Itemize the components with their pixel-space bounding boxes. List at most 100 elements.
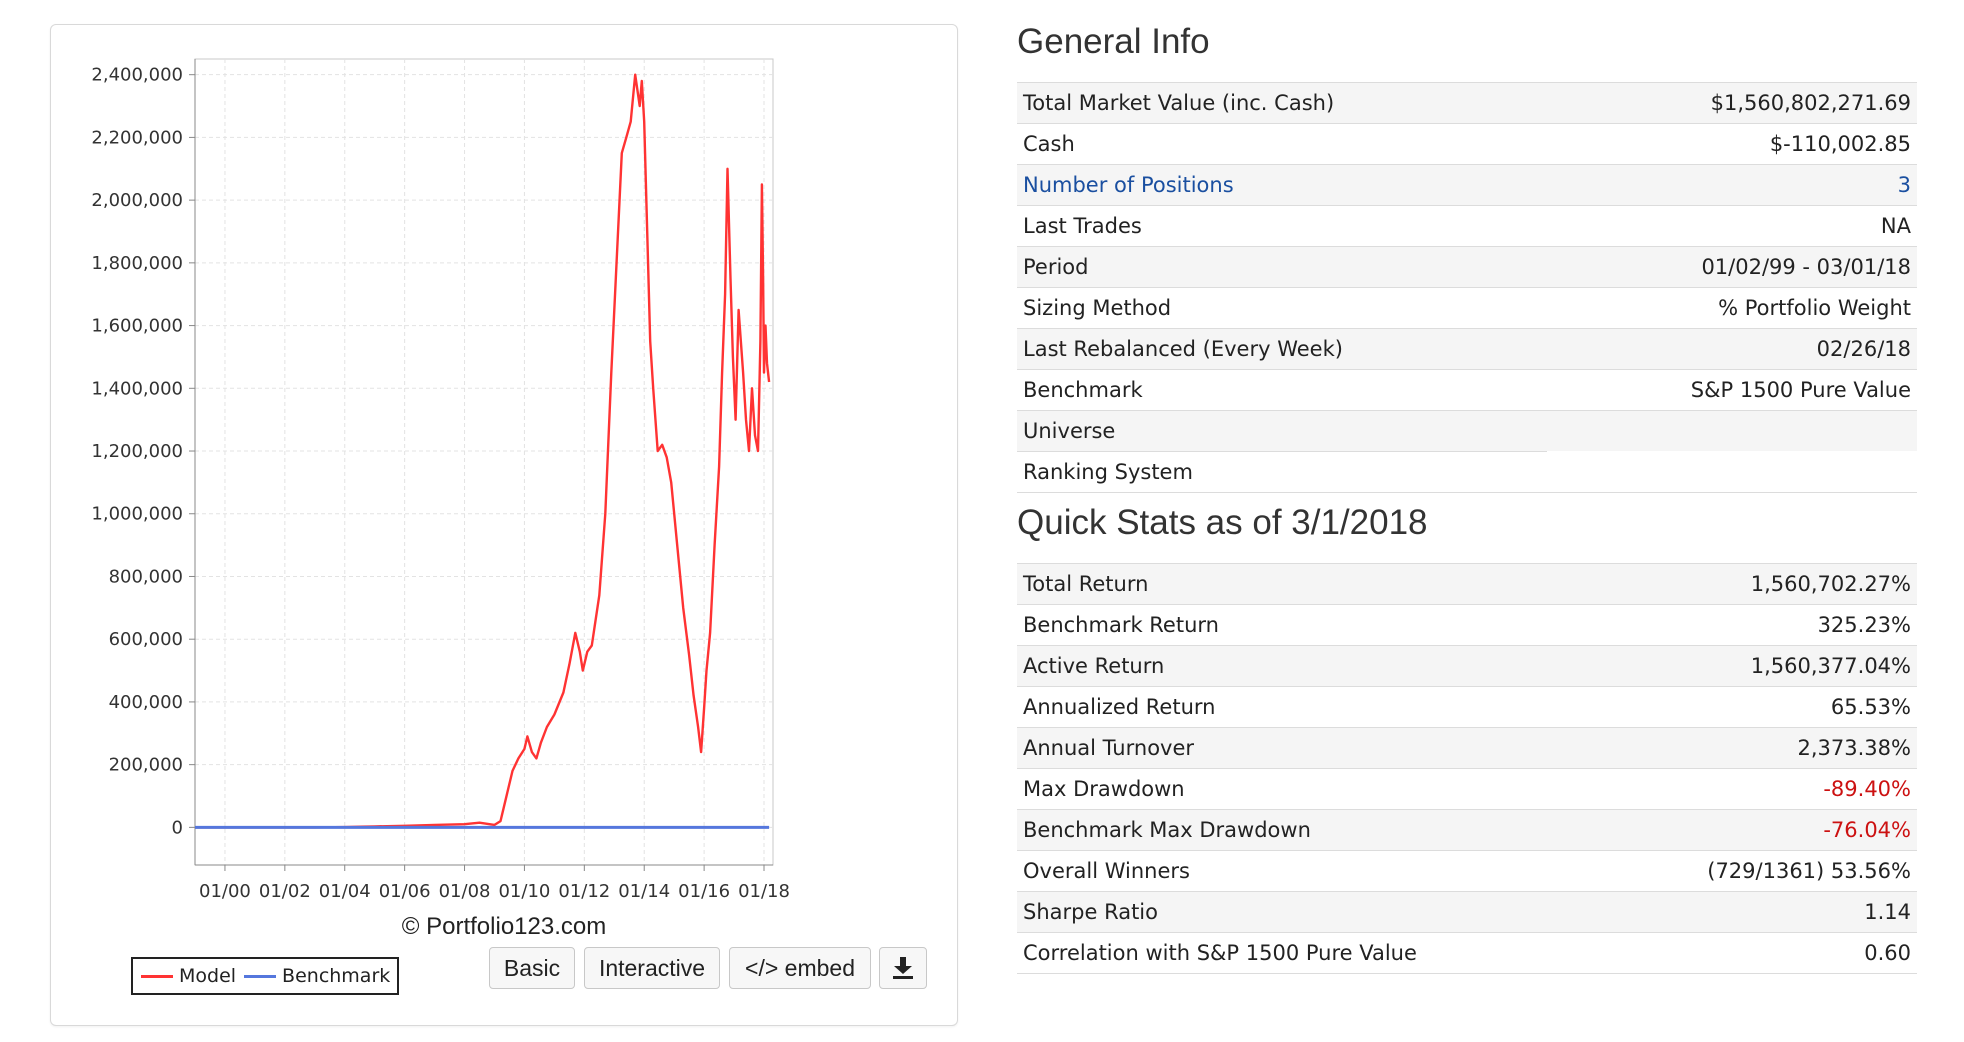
- row-value: 65.53%: [1604, 686, 1917, 728]
- general-info-title: General Info: [1017, 22, 1210, 61]
- table-row: Sharpe Ratio 1.14: [1017, 891, 1917, 933]
- y-axis: 2,400,000 2,200,000 2,000,000 1,800,000 1,60…: [91, 59, 196, 865]
- row-value: 325.23%: [1604, 604, 1917, 646]
- series-layer: [195, 73, 771, 829]
- series-line-model: [195, 73, 771, 829]
- interactive-button[interactable]: Interactive: [584, 947, 720, 989]
- row-label: Benchmark Max Drawdown: [1017, 809, 1605, 851]
- row-value: 2,373.38%: [1604, 727, 1917, 769]
- row-label: Sharpe Ratio: [1017, 891, 1605, 933]
- legend-label-benchmark: Benchmark: [282, 965, 391, 987]
- table-row: Overall Winners (729/1361) 53.56%: [1017, 850, 1917, 892]
- table-row: Total Market Value (inc. Cash) $1,560,80…: [1017, 82, 1917, 124]
- row-label: Correlation with S&P 1500 Pure Value: [1017, 932, 1605, 974]
- row-value: 02/26/18: [1546, 328, 1917, 370]
- number-of-positions-link[interactable]: Number of Positions: [1017, 164, 1547, 206]
- row-value: 1.14: [1604, 891, 1917, 933]
- y-tick-label: 1,000,000: [91, 504, 183, 525]
- y-tick-label: 1,400,000: [91, 378, 183, 399]
- table-row: Number of Positions 3: [1017, 164, 1917, 206]
- row-value: % Portfolio Weight: [1546, 287, 1917, 329]
- row-value: S&P 1500 Pure Value: [1546, 369, 1917, 411]
- table-row: Period 01/02/99 - 03/01/18: [1017, 246, 1917, 288]
- x-tick-label: 01/08: [439, 881, 491, 902]
- x-tick-label: 01/18: [738, 881, 790, 902]
- y-tick-label: 2,000,000: [91, 190, 183, 211]
- y-tick-label: 800,000: [109, 566, 183, 587]
- quick-stats-title: Quick Stats as of 3/1/2018: [1017, 503, 1428, 542]
- x-tick-label: 01/06: [379, 881, 431, 902]
- table-row: Correlation with S&P 1500 Pure Value 0.6…: [1017, 932, 1917, 974]
- chart-legend: Model Benchmark: [131, 957, 399, 995]
- row-label: Cash: [1017, 123, 1547, 165]
- row-label: Annualized Return: [1017, 686, 1605, 728]
- embed-button[interactable]: </> embed: [729, 947, 871, 989]
- legend-item-benchmark: Benchmark: [244, 965, 390, 987]
- download-button[interactable]: [879, 947, 927, 989]
- row-value: 1,560,702.27%: [1604, 563, 1917, 605]
- row-label: Total Market Value (inc. Cash): [1017, 82, 1547, 124]
- performance-chart: 2,400,000 2,200,000 2,000,000 1,800,000 1,60…: [91, 58, 790, 902]
- plot-area: [194, 58, 774, 866]
- table-row: Last Rebalanced (Every Week) 02/26/18: [1017, 328, 1917, 370]
- y-tick-label: 2,400,000: [91, 65, 183, 86]
- legend-item-model: Model: [141, 965, 236, 987]
- row-value: [1546, 451, 1917, 493]
- copyright-text: © Portfolio123.com: [401, 913, 607, 940]
- y-tick-label: 200,000: [109, 755, 183, 776]
- table-row: Benchmark S&P 1500 Pure Value: [1017, 369, 1917, 411]
- table-row: Annualized Return 65.53%: [1017, 686, 1917, 728]
- x-tick-label: 01/02: [259, 881, 311, 902]
- y-tick-label: 0: [172, 817, 183, 838]
- row-label: Max Drawdown: [1017, 768, 1605, 810]
- row-value: 1,560,377.04%: [1604, 645, 1917, 687]
- row-label: Annual Turnover: [1017, 727, 1605, 769]
- row-value: (729/1361) 53.56%: [1604, 850, 1917, 892]
- y-tick-label: 1,600,000: [91, 316, 183, 337]
- y-tick-label: 600,000: [109, 629, 183, 650]
- table-row: Sizing Method % Portfolio Weight: [1017, 287, 1917, 329]
- table-row: Benchmark Max Drawdown -76.04%: [1017, 809, 1917, 851]
- table-row: Annual Turnover 2,373.38%: [1017, 727, 1917, 769]
- legend-swatch-benchmark: [244, 974, 277, 978]
- row-label: Active Return: [1017, 645, 1605, 687]
- x-tick-label: 01/12: [558, 881, 610, 902]
- y-tick-label: 2,200,000: [91, 127, 183, 148]
- row-label: Overall Winners: [1017, 850, 1605, 892]
- basic-button[interactable]: Basic: [489, 947, 575, 989]
- legend-swatch-model: [141, 974, 173, 978]
- download-icon: [893, 957, 913, 979]
- row-label: Sizing Method: [1017, 287, 1547, 329]
- row-value: $1,560,802,271.69: [1546, 82, 1917, 124]
- table-row: Active Return 1,560,377.04%: [1017, 645, 1917, 687]
- row-value: 0.60: [1604, 932, 1917, 974]
- number-of-positions-value[interactable]: 3: [1546, 164, 1917, 206]
- general-info-table: Total Market Value (inc. Cash) $1,560,80…: [1017, 82, 1917, 493]
- x-tick-label: 01/16: [678, 881, 730, 902]
- row-label: Benchmark: [1017, 369, 1547, 411]
- row-value: 01/02/99 - 03/01/18: [1546, 246, 1917, 288]
- row-label: Last Rebalanced (Every Week): [1017, 328, 1547, 370]
- row-label: Period: [1017, 246, 1547, 288]
- row-value: NA: [1546, 205, 1917, 247]
- row-label: Benchmark Return: [1017, 604, 1605, 646]
- row-value: $-110,002.85: [1546, 123, 1917, 165]
- grid-lines: [195, 59, 773, 865]
- table-row: Total Return 1,560,702.27%: [1017, 563, 1917, 605]
- x-tick-label: 01/14: [618, 881, 670, 902]
- table-row: Ranking System: [1017, 451, 1917, 493]
- legend-label-model: Model: [179, 965, 237, 987]
- row-value: [1546, 410, 1917, 452]
- x-axis: 01/00 01/02 01/04 01/06 01/08 01/10 01/12 01/14…: [195, 864, 790, 902]
- quick-stats-table: Total Return 1,560,702.27% Benchmark Ret…: [1017, 563, 1917, 974]
- row-label: Total Return: [1017, 563, 1605, 605]
- row-label: Last Trades: [1017, 205, 1547, 247]
- table-row: Universe: [1017, 410, 1917, 452]
- table-row: Last Trades NA: [1017, 205, 1917, 247]
- table-row: Max Drawdown -89.40%: [1017, 768, 1917, 810]
- x-tick-label: 01/00: [199, 881, 251, 902]
- row-label: Ranking System: [1017, 451, 1547, 493]
- row-value: -76.04%: [1604, 809, 1917, 851]
- y-tick-label: 1,200,000: [91, 441, 183, 462]
- x-tick-label: 01/04: [319, 881, 371, 902]
